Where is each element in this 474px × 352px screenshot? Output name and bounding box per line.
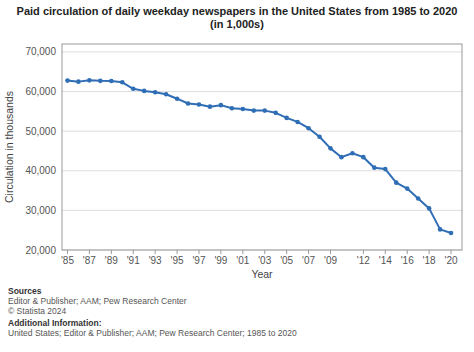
y-tick-label: 50,000	[25, 126, 56, 137]
grid-line	[62, 210, 462, 211]
x-tick-label: '20	[445, 255, 458, 266]
point	[164, 92, 169, 97]
grid	[62, 52, 462, 250]
point	[153, 90, 158, 95]
y-axis-label: Circulation in thousands	[3, 91, 15, 203]
point	[273, 111, 278, 116]
y-tick-label: 40,000	[25, 165, 56, 176]
x-tick-label: '16	[401, 255, 414, 266]
point	[361, 155, 366, 160]
point	[262, 108, 267, 113]
x-tick-label: '85	[61, 255, 74, 266]
note-heading: Additional Information:	[8, 318, 102, 328]
point	[241, 107, 246, 112]
x-tick	[220, 250, 221, 254]
x-tick	[363, 250, 364, 254]
note-text: © Statista 2024	[8, 306, 67, 316]
title: Paid circulation of daily weekday newspa…	[17, 5, 458, 30]
point	[219, 103, 224, 108]
x-tick	[429, 250, 430, 254]
grid-line	[62, 91, 462, 92]
point	[186, 101, 191, 106]
note-text: United States; Editor & Publisher; AAM; …	[8, 328, 297, 338]
x-tick	[111, 250, 112, 254]
point	[230, 106, 235, 111]
y-tick-label: 20,000	[25, 245, 56, 256]
data	[65, 78, 453, 235]
point	[251, 108, 256, 113]
plot-frame	[62, 44, 462, 250]
x-tick	[330, 250, 331, 254]
grid-line	[62, 131, 462, 132]
point	[372, 165, 377, 170]
point	[339, 155, 344, 160]
x-tick	[385, 250, 386, 254]
grid-line	[62, 170, 462, 171]
x-tick	[133, 250, 134, 254]
x-tick	[198, 250, 199, 254]
point	[416, 196, 421, 201]
x-tick-label: '89	[105, 255, 118, 266]
x-tick-label: '95	[171, 255, 184, 266]
point	[131, 87, 136, 92]
y-tick-label: 60,000	[25, 86, 56, 97]
chart: Paid circulation of daily weekday newspa…	[0, 0, 474, 352]
point	[405, 186, 410, 191]
x-tick-label: '93	[149, 255, 162, 266]
point	[295, 120, 300, 125]
x-tick-label: '09	[324, 255, 337, 266]
x-tick-label: '18	[423, 255, 436, 266]
x-tick	[286, 250, 287, 254]
x-tick-label: '99	[214, 255, 227, 266]
x-tick	[89, 250, 90, 254]
point	[142, 89, 147, 94]
x-tick	[155, 250, 156, 254]
point	[306, 126, 311, 131]
point	[87, 78, 92, 83]
x-tick	[308, 250, 309, 254]
grid-line	[62, 51, 462, 52]
x-tick	[67, 250, 68, 254]
point	[383, 167, 388, 172]
note-heading: Sources	[8, 286, 42, 296]
point	[427, 206, 432, 211]
x-tick-label: '03	[258, 255, 271, 266]
line	[67, 80, 451, 233]
point	[438, 227, 443, 232]
x-tick	[264, 250, 265, 254]
x-tick-label: '05	[280, 255, 293, 266]
x-tick-label: '12	[357, 255, 370, 266]
x-tick-label: '87	[83, 255, 96, 266]
x-tick-label: '91	[127, 255, 140, 266]
x-axis-label: Year	[251, 268, 273, 280]
x-tick-label: '07	[302, 255, 315, 266]
x-tick	[242, 250, 243, 254]
x-tick	[451, 250, 452, 254]
point	[197, 102, 202, 107]
x-tick-label: '97	[192, 255, 205, 266]
point	[65, 78, 70, 83]
note-text: Editor & Publisher; AAM; Pew Research Ce…	[8, 296, 187, 306]
point	[350, 151, 355, 156]
point	[449, 231, 454, 236]
x-tick-label: '01	[236, 255, 249, 266]
point	[208, 104, 213, 109]
y-tick-label: 70,000	[25, 46, 56, 57]
point	[76, 79, 81, 84]
point	[394, 180, 399, 185]
y-tick-label: 30,000	[25, 205, 56, 216]
point	[317, 134, 322, 139]
point	[98, 79, 103, 84]
point	[284, 116, 289, 121]
point	[175, 96, 180, 101]
x-tick	[407, 250, 408, 254]
x-tick	[177, 250, 178, 254]
point	[328, 146, 333, 151]
x-tick-label: '14	[379, 255, 392, 266]
point	[120, 80, 125, 85]
point	[109, 79, 114, 84]
